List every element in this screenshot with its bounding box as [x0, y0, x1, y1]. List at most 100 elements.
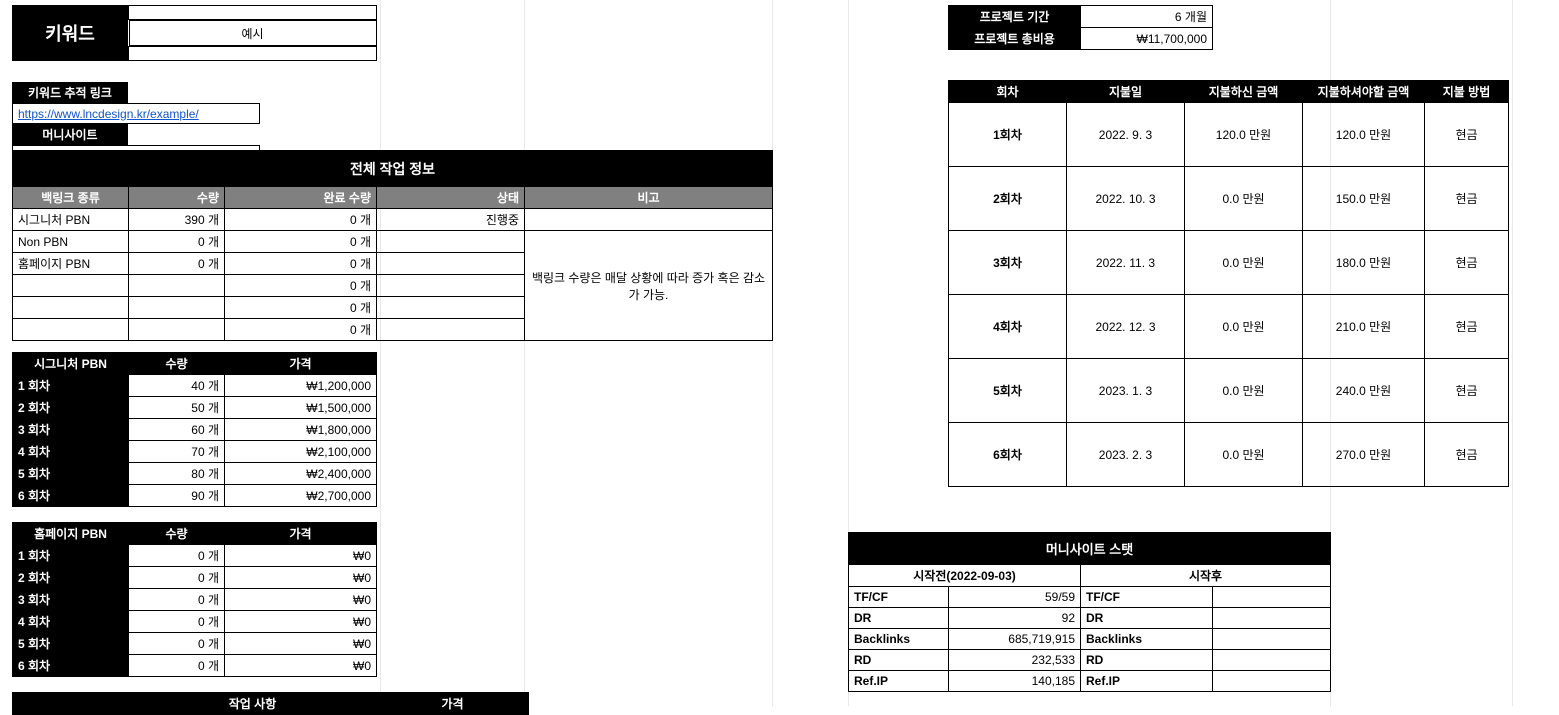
mstat-val-before: 92: [949, 608, 1081, 629]
sig-row[interactable]: 3 회차60 개₩1,800,000: [13, 419, 377, 441]
homepage-pbn-table: 홈페이지 PBN 수량 가격 1 회차0 개₩02 회차0 개₩03 회차0 개…: [12, 522, 377, 677]
work-hdr-status: 상태: [377, 187, 525, 209]
pay-hdr-due: 지불하셔야할 금액: [1303, 81, 1425, 103]
pay-due: 120.0 만원: [1303, 103, 1425, 167]
pay-paid: 120.0 만원: [1185, 103, 1303, 167]
keyword-example[interactable]: 예시: [129, 20, 377, 46]
sig-price: ₩2,700,000: [225, 485, 377, 507]
sig-row[interactable]: 5 회차80 개₩2,400,000: [13, 463, 377, 485]
work-hdr-done: 완료 수량: [225, 187, 377, 209]
work-done: 0 개: [225, 231, 377, 253]
mstat-row[interactable]: RD232,533RD: [849, 650, 1331, 671]
payment-row[interactable]: 2회차2022. 10. 30.0 만원150.0 만원현금: [949, 167, 1509, 231]
mstat-key-before: Ref.IP: [849, 671, 949, 692]
project-duration-value[interactable]: 6 개월: [1081, 6, 1213, 28]
hpb-hdr-qty: 수량: [129, 523, 225, 545]
tracking-link[interactable]: https://www.lncdesign.kr/example/: [18, 107, 199, 121]
work-type: [13, 275, 129, 297]
sig-price: ₩2,100,000: [225, 441, 377, 463]
mstat-val-before: 59/59: [949, 587, 1081, 608]
sig-label: 6 회차: [13, 485, 129, 507]
hpb-price: ₩0: [225, 655, 377, 677]
hpb-qty: 0 개: [129, 633, 225, 655]
pay-date: 2022. 10. 3: [1067, 167, 1185, 231]
sig-row[interactable]: 1 회차40 개₩1,200,000: [13, 375, 377, 397]
mstat-row[interactable]: DR92DR: [849, 608, 1331, 629]
sig-qty: 50 개: [129, 397, 225, 419]
hpb-label: 2 회차: [13, 567, 129, 589]
work-type: [13, 297, 129, 319]
sig-row[interactable]: 2 회차50 개₩1,500,000: [13, 397, 377, 419]
sig-qty: 80 개: [129, 463, 225, 485]
payment-row[interactable]: 4회차2022. 12. 30.0 만원210.0 만원현금: [949, 295, 1509, 359]
work-status: [377, 319, 525, 341]
payment-table: 회차 지불일 지불하신 금액 지불하셔야할 금액 지불 방법 1회차2022. …: [948, 80, 1509, 487]
hpb-qty: 0 개: [129, 611, 225, 633]
hpb-row[interactable]: 5 회차0 개₩0: [13, 633, 377, 655]
pay-method: 현금: [1425, 295, 1509, 359]
work-done: 0 개: [225, 319, 377, 341]
work-row[interactable]: Non PBN0 개0 개백링크 수량은 매달 상황에 따라 증가 혹은 감소가…: [13, 231, 773, 253]
work-status: [377, 253, 525, 275]
sig-label: 2 회차: [13, 397, 129, 419]
pay-round: 4회차: [949, 295, 1067, 359]
moneysite-label: 머니사이트: [12, 124, 128, 145]
mstat-row[interactable]: TF/CF59/59TF/CF: [849, 587, 1331, 608]
work-row[interactable]: 시그니처 PBN390 개0 개진행중: [13, 209, 773, 231]
mstat-key-before: TF/CF: [849, 587, 949, 608]
sig-qty: 90 개: [129, 485, 225, 507]
work-type: [13, 319, 129, 341]
keyword-info-table: 예시: [128, 5, 377, 61]
work-qty: 390 개: [129, 209, 225, 231]
work-status: [377, 297, 525, 319]
sig-price: ₩1,800,000: [225, 419, 377, 441]
hpb-row[interactable]: 1 회차0 개₩0: [13, 545, 377, 567]
mstat-row[interactable]: Backlinks685,719,915Backlinks: [849, 629, 1331, 650]
payment-row[interactable]: 6회차2023. 2. 30.0 만원270.0 만원현금: [949, 423, 1509, 487]
mstat-key-before: RD: [849, 650, 949, 671]
pay-method: 현금: [1425, 231, 1509, 295]
pay-date: 2023. 1. 3: [1067, 359, 1185, 423]
hpb-row[interactable]: 2 회차0 개₩0: [13, 567, 377, 589]
payment-row[interactable]: 5회차2023. 1. 30.0 만원240.0 만원현금: [949, 359, 1509, 423]
mstat-val-after: [1213, 650, 1331, 671]
pay-method: 현금: [1425, 359, 1509, 423]
sig-row[interactable]: 4 회차70 개₩2,100,000: [13, 441, 377, 463]
sig-price: ₩2,400,000: [225, 463, 377, 485]
work-hdr-note: 비고: [525, 187, 773, 209]
pay-due: 180.0 만원: [1303, 231, 1425, 295]
mstat-row[interactable]: Ref.IP140,185Ref.IP: [849, 671, 1331, 692]
payment-row[interactable]: 3회차2022. 11. 30.0 만원180.0 만원현금: [949, 231, 1509, 295]
project-cost-label: 프로젝트 총비용: [949, 28, 1081, 50]
mstat-val-after: [1213, 629, 1331, 650]
mstat-key-before: Backlinks: [849, 629, 949, 650]
hpb-row[interactable]: 3 회차0 개₩0: [13, 589, 377, 611]
pay-due: 270.0 만원: [1303, 423, 1425, 487]
tracking-link-label: 키워드 추적 링크: [12, 82, 128, 103]
pay-round: 1회차: [949, 103, 1067, 167]
sig-hdr-price: 가격: [225, 353, 377, 375]
hpb-qty: 0 개: [129, 567, 225, 589]
payment-row[interactable]: 1회차2022. 9. 3120.0 만원120.0 만원현금: [949, 103, 1509, 167]
sig-row[interactable]: 6 회차90 개₩2,700,000: [13, 485, 377, 507]
work-done: 0 개: [225, 253, 377, 275]
keyword-title-text: 키워드: [12, 5, 128, 61]
pay-round: 5회차: [949, 359, 1067, 423]
project-summary-table: 프로젝트 기간 6 개월 프로젝트 총비용 ₩11,700,000: [948, 5, 1213, 50]
hpb-qty: 0 개: [129, 545, 225, 567]
project-cost-value[interactable]: ₩11,700,000: [1081, 28, 1213, 50]
work-status: [377, 275, 525, 297]
hpb-price: ₩0: [225, 545, 377, 567]
mstat-val-before: 140,185: [949, 671, 1081, 692]
work-type: 홈페이지 PBN: [13, 253, 129, 275]
hpb-qty: 0 개: [129, 589, 225, 611]
hpb-row[interactable]: 6 회차0 개₩0: [13, 655, 377, 677]
mstat-val-after: [1213, 608, 1331, 629]
wf-col3: 가격: [377, 693, 529, 715]
work-qty: 0 개: [129, 253, 225, 275]
pay-date: 2022. 11. 3: [1067, 231, 1185, 295]
pay-method: 현금: [1425, 103, 1509, 167]
pay-paid: 0.0 만원: [1185, 167, 1303, 231]
mstat-after-label: 시작후: [1081, 565, 1331, 587]
hpb-row[interactable]: 4 회차0 개₩0: [13, 611, 377, 633]
